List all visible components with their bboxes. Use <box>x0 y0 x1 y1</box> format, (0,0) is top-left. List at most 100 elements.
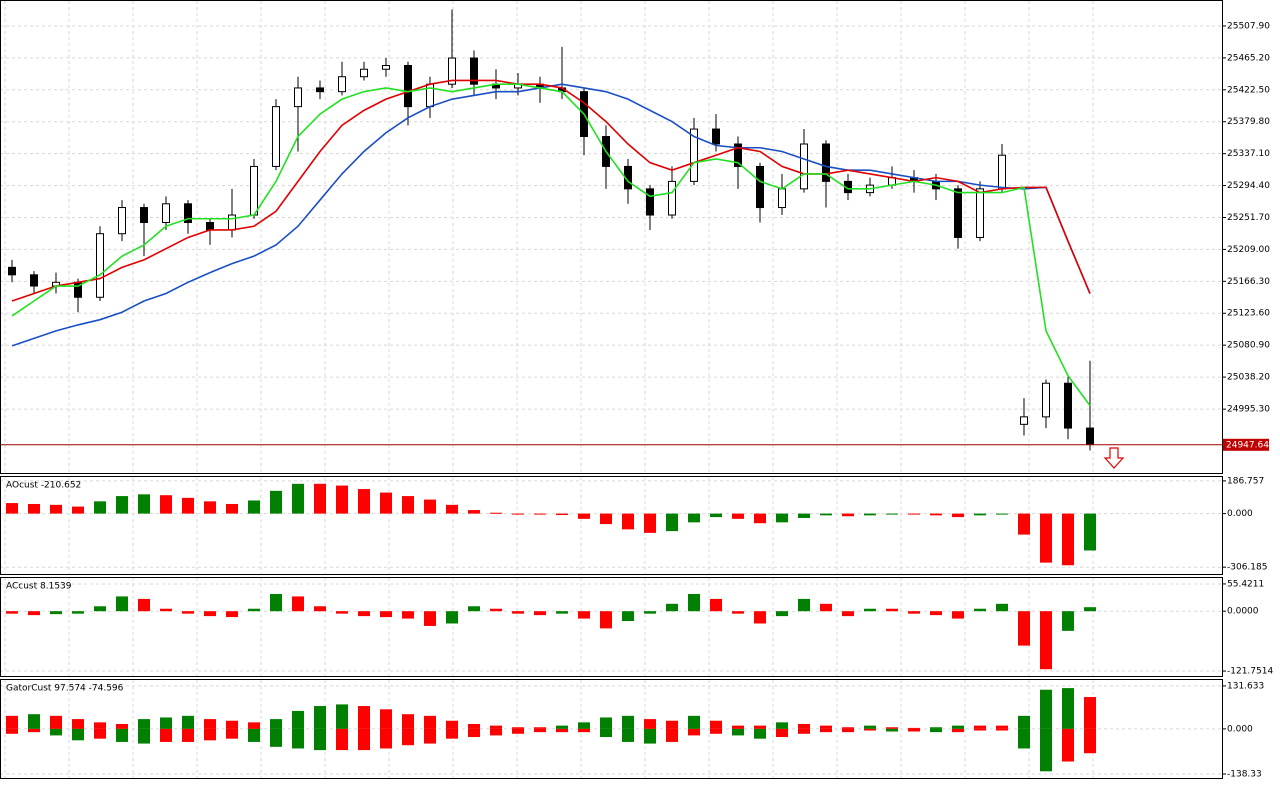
candle-body <box>316 87 324 93</box>
histogram-bar <box>1062 611 1074 631</box>
histogram-bar <box>402 611 414 619</box>
y-tick-label: 25379.80 <box>1227 117 1270 127</box>
histogram-bar <box>402 496 414 514</box>
gator-bar <box>424 728 436 744</box>
gator-bar <box>666 728 678 742</box>
gator-bar <box>996 728 1008 731</box>
gator-bar <box>468 723 480 729</box>
histogram-bar <box>6 611 18 614</box>
gator-bar <box>644 728 656 744</box>
gator-bar <box>556 728 568 733</box>
gator-bar <box>204 719 216 729</box>
gator-bar <box>138 728 150 744</box>
y-tick-label: 0.000 <box>1227 509 1253 519</box>
gator-bar <box>248 728 260 742</box>
histogram-bar <box>270 593 282 612</box>
y-tick-label: 25507.90 <box>1227 21 1270 31</box>
histogram-bar <box>512 611 524 614</box>
gator-bar <box>358 728 370 751</box>
histogram-bar <box>248 500 260 514</box>
histogram-bar <box>72 506 84 514</box>
histogram-bar <box>776 611 788 617</box>
histogram-bar <box>820 603 832 612</box>
histogram-bar <box>424 611 436 626</box>
gator-bar <box>380 709 392 729</box>
candle-body <box>734 143 742 167</box>
gator-bar <box>116 728 128 742</box>
histogram-bar <box>468 510 480 514</box>
histogram-bar <box>50 504 62 514</box>
gator-bar <box>50 728 62 736</box>
histogram-bar <box>28 503 40 514</box>
y-tick-label: 186.757 <box>1227 476 1264 486</box>
histogram-bar <box>578 611 590 619</box>
candle-body <box>668 180 676 216</box>
y-tick-label: 25465.20 <box>1227 53 1270 63</box>
gator-bar <box>1084 697 1096 729</box>
gator-bar <box>600 728 612 738</box>
histogram-bar <box>710 598 722 612</box>
histogram-bar <box>292 483 304 514</box>
histogram-bar <box>1040 611 1052 670</box>
histogram-bar <box>930 611 942 616</box>
histogram-bar <box>996 603 1008 612</box>
histogram-bar <box>468 606 480 612</box>
y-tick-label: 24995.30 <box>1227 405 1270 415</box>
histogram-bar <box>446 504 458 514</box>
gator-bar <box>930 727 942 729</box>
panel-title: ACcust 8.1539 <box>6 582 72 592</box>
candle-body <box>96 233 104 298</box>
histogram-bar <box>798 513 810 518</box>
histogram-bar <box>94 606 106 612</box>
y-tick-label: 0.0000 <box>1227 607 1259 617</box>
ao-panel-frame <box>0 476 1223 575</box>
gator-bar <box>1062 688 1074 729</box>
gator-bar <box>336 704 348 729</box>
histogram-bar <box>1062 513 1074 566</box>
y-tick-label: 131.633 <box>1227 681 1264 691</box>
histogram-bar <box>600 513 612 525</box>
candle-body <box>954 188 962 238</box>
histogram-bar <box>182 611 194 614</box>
histogram-bar <box>556 513 568 515</box>
histogram-bar <box>336 485 348 514</box>
histogram-bar <box>776 513 788 523</box>
gator-bar <box>160 717 172 729</box>
price-panel-frame <box>0 0 1223 474</box>
gator-bar <box>886 728 898 732</box>
gator-bar <box>974 728 986 731</box>
sell-arrow <box>1103 447 1125 469</box>
gator-bar <box>820 728 832 733</box>
histogram-bar <box>380 611 392 618</box>
gator-bar <box>776 728 788 738</box>
gator-bar <box>512 727 524 729</box>
y-tick-label: 25166.30 <box>1227 277 1270 287</box>
candle-body <box>118 207 126 235</box>
gator-bar <box>666 720 678 729</box>
gator-bar <box>1018 728 1030 749</box>
histogram-bar <box>820 513 832 516</box>
histogram-bar <box>732 513 744 519</box>
histogram-bar <box>490 608 502 612</box>
histogram-bar <box>908 513 920 515</box>
histogram-bar <box>28 611 40 616</box>
gator-bar <box>6 728 18 734</box>
candle-body <box>646 188 654 216</box>
histogram-bar <box>864 608 876 612</box>
gator-bar <box>1018 715 1030 729</box>
histogram-bar <box>226 611 238 618</box>
histogram-bar <box>1018 513 1030 535</box>
histogram-bar <box>534 513 546 515</box>
gator-bar <box>292 728 304 749</box>
histogram-bar <box>974 608 986 612</box>
gator-bar <box>182 728 194 742</box>
candle-body <box>712 128 720 145</box>
y-tick-label: -306.185 <box>1227 563 1267 573</box>
histogram-bar <box>754 513 766 524</box>
gator-bar <box>490 728 502 736</box>
gator-bar <box>512 728 524 734</box>
gator-bar <box>710 728 722 734</box>
gator-bar <box>1040 728 1052 772</box>
histogram-bar <box>204 501 216 514</box>
gator-bar <box>292 710 304 729</box>
